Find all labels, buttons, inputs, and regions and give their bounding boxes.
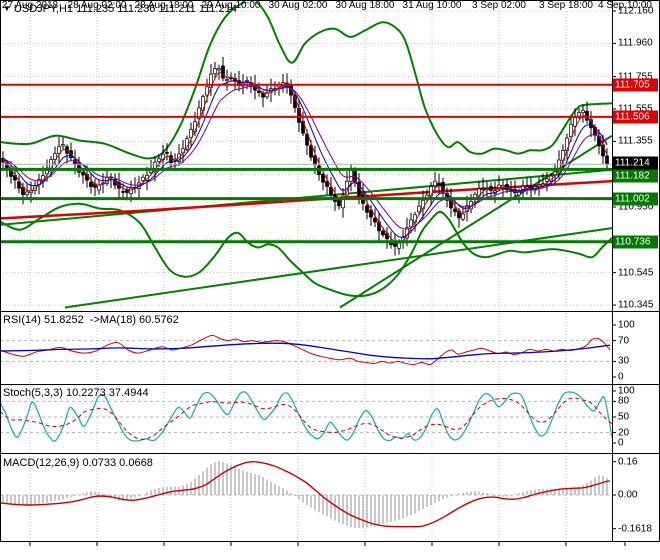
time-tick-label: 28 Aug 18:00 (134, 0, 194, 11)
rsi-panel[interactable] (0, 313, 612, 383)
price-tick-label: 111.960 (618, 37, 653, 49)
chart-menu-arrow-icon[interactable]: ▼ (3, 4, 11, 13)
price-tick-label: 111.355 (618, 135, 653, 147)
time-tick-label: 29 Aug 10:00 (201, 0, 261, 11)
trendline[interactable] (64, 227, 612, 309)
moving-average-line (2, 85, 608, 230)
macd-tick-label: 0.16 (618, 456, 638, 468)
stoch-tick-label: 50 (618, 411, 630, 423)
rsi-indicator-label: RSI(14) 51.8252 ->MA(18) 60.5762 (3, 314, 179, 326)
stoch-tick-label: 20 (618, 427, 630, 439)
rsi-ma-line (1, 342, 611, 360)
chart-title: ▼ USDJPY,H1 111.235 111.236 111.211 111.2… (3, 3, 237, 15)
stochastic-panel[interactable] (0, 386, 612, 452)
time-tick-label: 4 Sep 10:00 (598, 0, 652, 11)
ohlc-values: 111.235 111.236 111.211 111.214 (76, 3, 237, 15)
time-tick-label: 3 Sep 02:00 (472, 0, 526, 11)
stochastic-indicator-label: Stoch(5,3,3) 10.2273 37.4944 (3, 387, 149, 399)
price-tick-label: 110.950 (618, 201, 654, 213)
symbol-period-label: USDJPY,H1 (13, 3, 74, 15)
price-level-badge: 110.736 (613, 235, 658, 249)
stoch-k-line (1, 391, 612, 442)
price-tick-label: 111.555 (618, 103, 653, 115)
price-level-badge: 111.705 (613, 78, 658, 92)
macd-indicator-label: MACD(12,26,9) 0.0733 0.0668 (3, 457, 153, 469)
price-tick-label: 110.545 (618, 267, 654, 279)
time-tick-label: 30 Aug 02:00 (268, 0, 328, 11)
macd-tick-label: -0.1618 (618, 523, 652, 535)
time-tick-label: 28 Aug 02:00 (67, 0, 127, 11)
price-level-badge: 111.214 (613, 156, 658, 170)
stoch-d-line (1, 397, 612, 440)
rsi-tick-label: 100 (618, 319, 635, 331)
time-axis[interactable] (0, 541, 660, 560)
stoch-tick-label: 0 (618, 437, 624, 449)
macd-signal-line (1, 460, 611, 528)
price-level-badge: 111.002 (613, 192, 658, 206)
moving-average-line (2, 80, 608, 238)
stoch-tick-label: 100 (618, 385, 635, 397)
main-chart-panel[interactable] (0, 0, 612, 310)
macd-panel[interactable] (0, 456, 612, 540)
price-tick-label: 112.160 (618, 5, 654, 17)
time-tick-label: 27 Aug 2018 (1, 0, 59, 11)
macd-tick-label: 0.00 (618, 489, 638, 501)
price-tick-label: 110.345 (618, 299, 654, 311)
price-level-badge: 111.506 (613, 110, 658, 124)
time-tick-label: 30 Aug 18:00 (335, 0, 395, 11)
candles (1, 57, 609, 256)
time-tick-label: 3 Sep 18:00 (539, 0, 593, 11)
time-tick-label: 31 Aug 10:00 (402, 0, 462, 11)
bollinger-upper-band (1, 2, 612, 160)
rsi-tick-label: 30 (618, 355, 630, 367)
rsi-tick-label: 70 (618, 335, 630, 347)
slow-ma-line (1, 179, 612, 220)
moving-average-line (2, 71, 608, 244)
price-tick-label: 111.755 (618, 71, 653, 83)
rsi-tick-label: 0 (618, 371, 624, 383)
price-level-badge: 111.182 (613, 169, 658, 183)
stoch-tick-label: 80 (618, 395, 630, 407)
bollinger-lower-band (1, 202, 612, 298)
rsi-line (1, 334, 611, 366)
